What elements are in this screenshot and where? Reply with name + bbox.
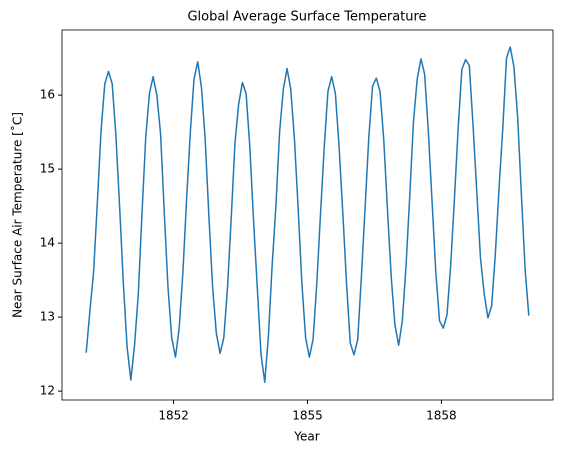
- chart-title: Global Average Surface Temperature: [187, 10, 426, 25]
- y-tick-label: 15: [40, 162, 55, 176]
- y-tick-label: 13: [40, 310, 55, 324]
- x-tick-label: 1855: [292, 409, 323, 423]
- y-axis-label: Near Surface Air Temperature [˚C]: [10, 112, 25, 318]
- x-axis-label: Year: [293, 430, 319, 444]
- y-tick-label: 14: [40, 236, 55, 250]
- data-line: [85, 46, 530, 383]
- x-tick-label: 1858: [426, 409, 457, 423]
- y-tick-label: 12: [40, 384, 55, 398]
- plot-frame: [61, 29, 554, 401]
- x-tick-label: 1852: [158, 409, 189, 423]
- y-tick-label: 16: [40, 88, 55, 102]
